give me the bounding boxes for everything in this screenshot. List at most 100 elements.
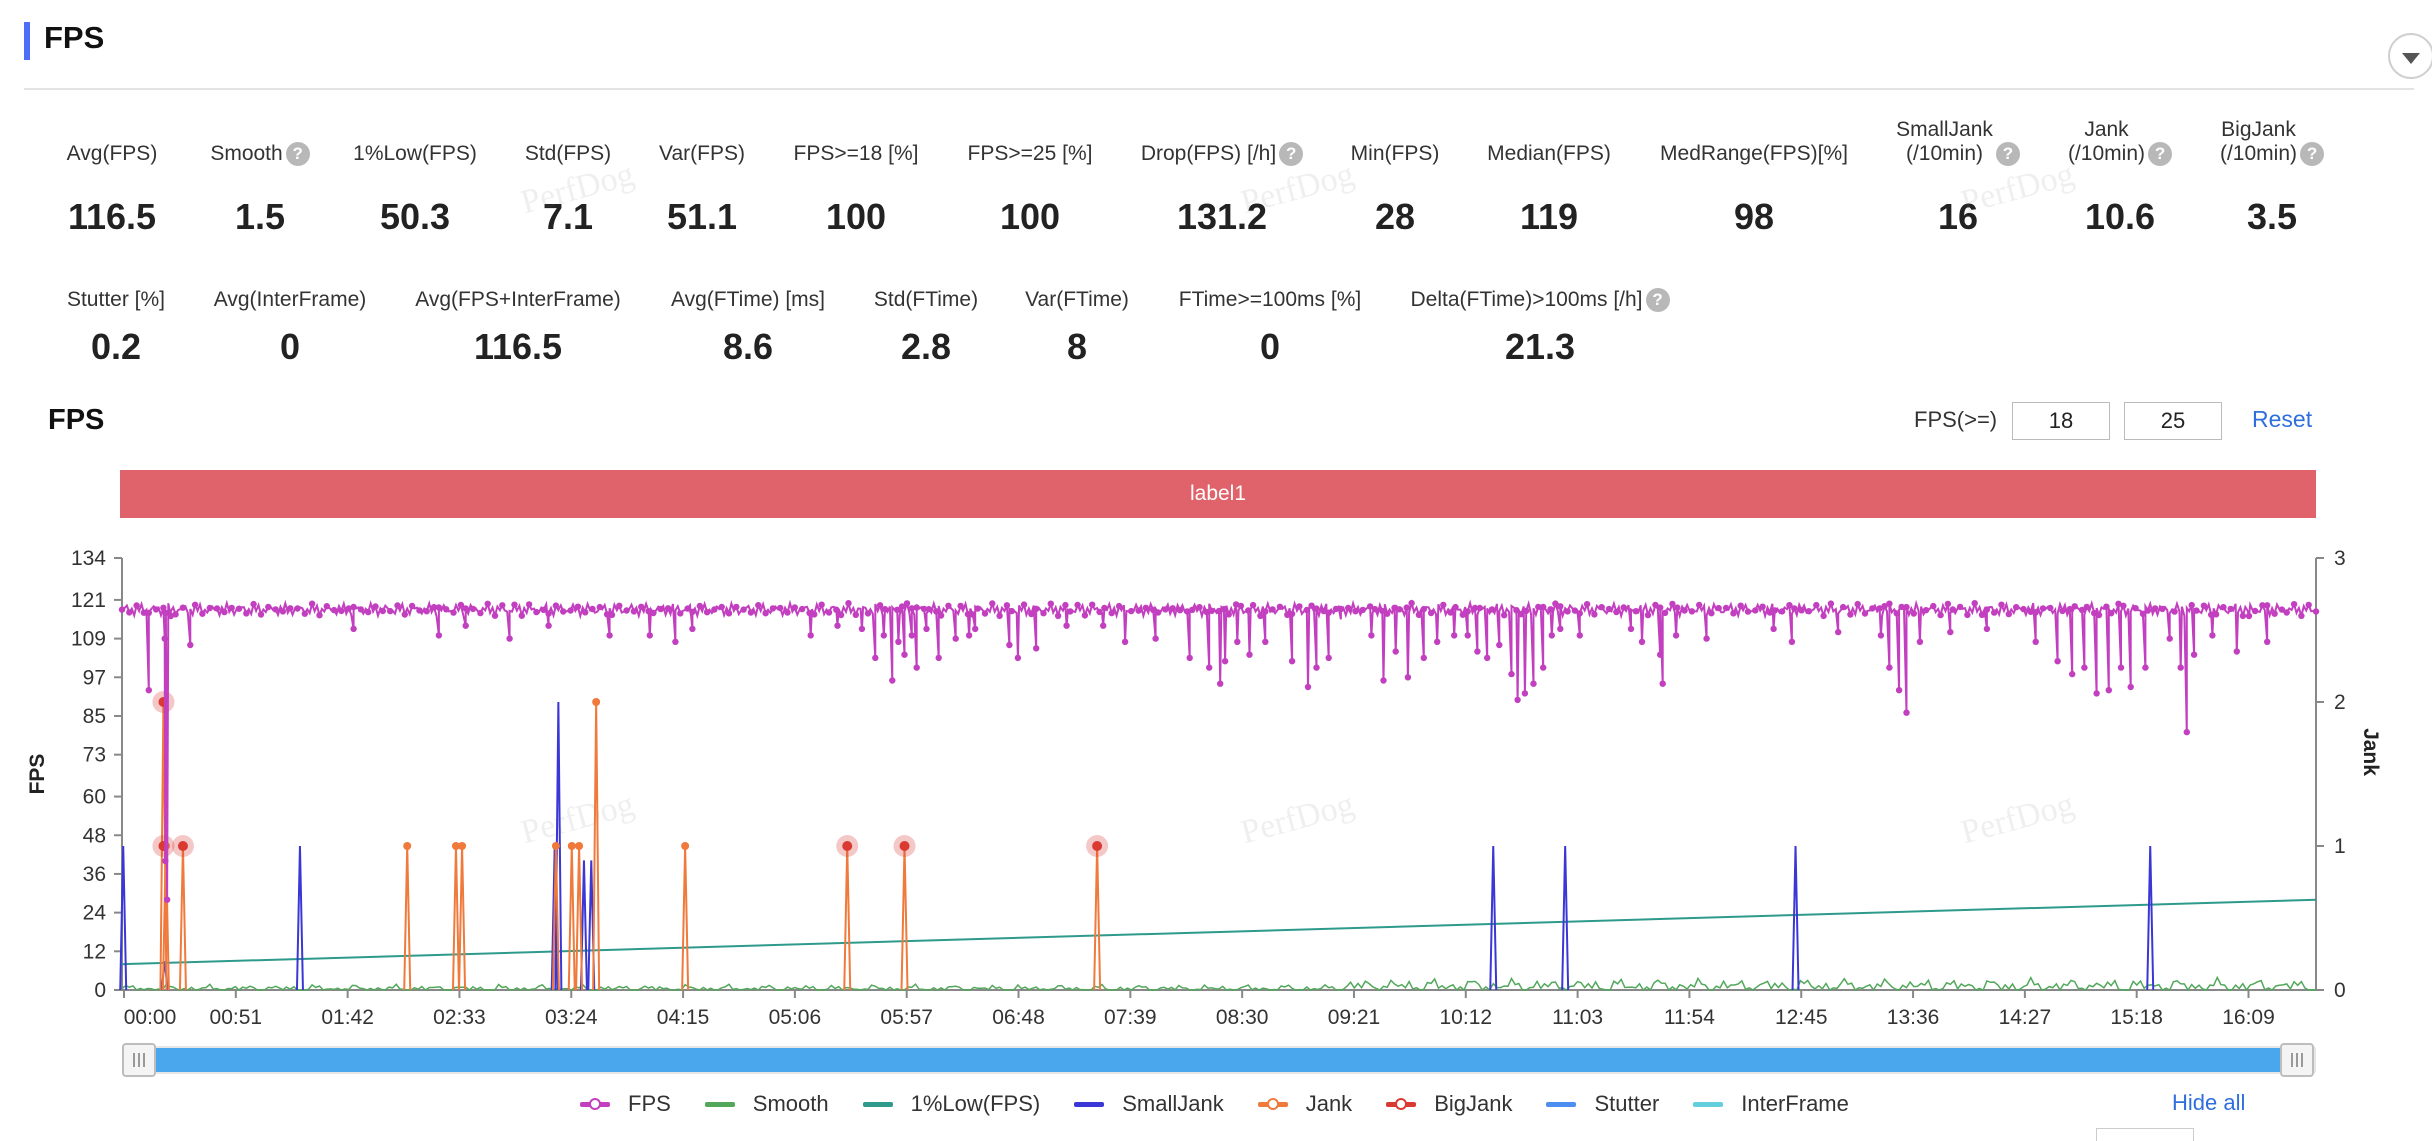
help-icon[interactable]: ? [2300,142,2325,166]
series-smooth-line [121,975,2317,992]
legend-item-stutter[interactable]: Stutter [1546,1091,1659,1117]
fps-point [491,612,499,619]
label-band[interactable]: label1 [120,470,2316,518]
fps-point [1893,610,1900,617]
metric-value: 131.2 [1176,196,1268,237]
fps-point [365,608,372,616]
fps-point [989,600,996,607]
fps-point [350,625,357,633]
fps-point [1978,611,1986,618]
metric-label: Avg(FPS) [0,116,262,166]
zoom-slider-left-handle[interactable] [122,1043,156,1077]
smalljank-spike [1489,845,1498,991]
fps-point [733,603,740,611]
jank-spike [178,845,187,991]
legend-item-jank[interactable]: Jank [1257,1091,1352,1117]
x-tick-label: 15:18 [2110,1006,2163,1029]
help-icon[interactable]: ? [1645,288,1670,312]
fps-point [2120,602,2127,609]
legend-item-fps[interactable]: FPS [580,1091,671,1117]
fps-point [279,608,287,615]
fps-point [1638,638,1646,645]
fps-point [1352,608,1359,615]
y-tick-label: 85 [83,705,106,728]
fps-point [1150,606,1157,614]
fps-threshold-1-input[interactable] [2012,402,2110,440]
metric-std-ftime: Std(FTime) 2.8 [776,262,1076,368]
help-icon[interactable]: ? [1995,142,2020,166]
help-icon[interactable]: ? [285,142,310,166]
fps-point [1548,632,1556,639]
fps-point [1296,603,1303,610]
fps-point [2233,648,2240,655]
fps-point [972,625,979,633]
legend-label: BigJank [1434,1091,1513,1116]
fps-point [2132,605,2139,612]
fps-point [925,606,933,613]
legend-item-1-low-fps[interactable]: 1%Low(FPS) [862,1091,1040,1117]
fps-point [1661,609,1669,617]
fps-point [2271,610,2278,617]
fps-point [1100,622,1107,629]
legend-item-smalljank[interactable]: SmallJank [1074,1091,1224,1117]
fps-point [696,602,703,610]
fps-point [969,611,976,618]
help-icon[interactable]: ? [2148,142,2173,166]
metric-label-text: Avg(FTime) [ms] [670,288,825,311]
y-tick-label: 134 [71,547,106,570]
fps-point [1345,604,1352,612]
fps-point [1583,601,1591,608]
metric-std-fps: Std(FPS) 7.1 [418,116,718,238]
legend-item-bigjank[interactable]: BigJank [1386,1091,1512,1117]
fps-point [852,611,859,618]
fps-point [889,677,896,684]
fps-point [791,604,798,611]
fps-point [133,602,140,609]
zoom-slider-right-handle[interactable] [2280,1043,2314,1077]
fps-point [199,610,206,617]
fps-point [308,600,316,607]
fps-point [1827,600,1835,607]
fps-point [1246,651,1253,658]
fps-point [894,606,901,613]
fps-point [1215,607,1223,615]
metric-value: 116.5 [67,196,157,237]
fps-point [1371,605,1379,613]
hide-all-link[interactable]: Hide all [2172,1090,2246,1115]
fps-point [833,606,840,613]
fps-point [552,602,560,609]
legend-item-smooth[interactable]: Smooth [704,1091,829,1117]
fps-point [981,610,989,617]
fps-point [1008,607,1015,615]
fps-threshold-2-input[interactable] [2124,402,2222,440]
fps-point [1944,600,1952,608]
y-axis-title: FPS [26,754,49,795]
fps-point [1514,696,1521,704]
metric-value: 28 [1374,196,1416,237]
reset-link[interactable]: Reset [2252,406,2313,432]
jank-spike [458,845,467,991]
fps-point [2078,606,2086,614]
fps-point [1971,600,1978,607]
fps-point [1014,654,1022,662]
fps-point [145,609,152,616]
fps-point [769,605,777,612]
metric-label-text: MedRange(FPS)[%] [1660,142,1848,165]
jank-point [451,842,460,850]
zoom-slider-range[interactable] [140,1048,2298,1072]
fps-point [2298,612,2305,619]
fps-point [1886,664,1893,671]
header-accent-bar [24,22,30,60]
fps-point [1770,625,1777,633]
fps-point [1325,609,1332,616]
fps-point [1877,632,1885,639]
legend-item-interframe[interactable]: InterFrame [1693,1091,1849,1117]
fps-point [1518,611,1525,618]
fps-point [1232,601,1240,608]
fps-point [1203,608,1211,616]
fps-point [2013,604,2020,611]
help-icon[interactable]: ? [1279,142,1304,166]
fps-point [2144,607,2151,614]
collapse-button[interactable] [2388,33,2432,79]
